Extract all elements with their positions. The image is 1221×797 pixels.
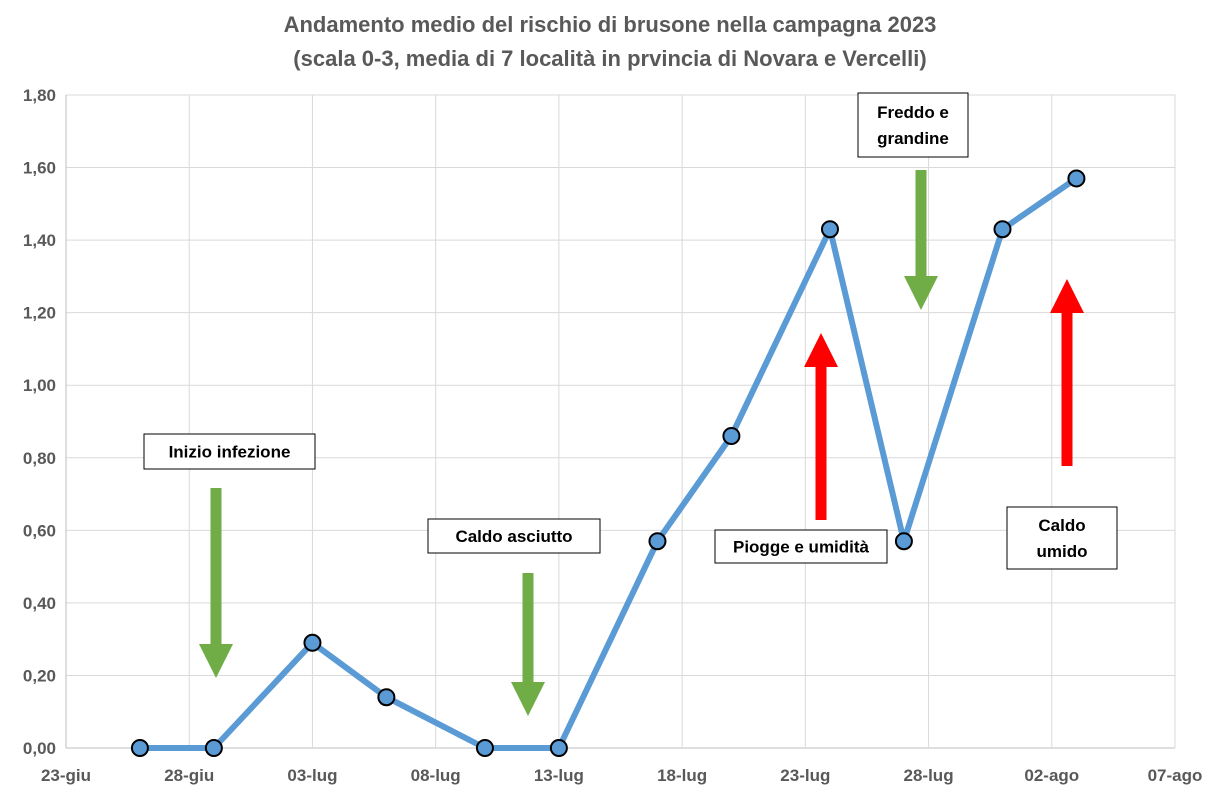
x-tick-label: 13-lug — [534, 766, 584, 785]
annotation-label: umido — [1037, 542, 1088, 561]
annotation-box — [857, 92, 969, 158]
x-tick-label: 02-ago — [1024, 766, 1079, 785]
chart-subtitle: (scala 0-3, media di 7 località in prvin… — [293, 46, 926, 71]
y-tick-label: 1,60 — [23, 159, 56, 178]
x-tick-label: 08-lug — [411, 766, 461, 785]
data-point — [204, 739, 223, 757]
arrow-down-icon — [904, 170, 938, 310]
y-tick-label: 1,40 — [23, 231, 56, 250]
annotation-label: Caldo — [1038, 516, 1085, 535]
x-tick-label: 23-giu — [41, 766, 91, 785]
data-point — [648, 532, 667, 551]
y-tick-label: 0,60 — [23, 521, 56, 540]
arrow-down-icon — [199, 488, 233, 678]
annotation-box — [143, 433, 316, 470]
chart-title: Andamento medio del rischio di brusone n… — [284, 12, 937, 37]
arrow-up-icon — [1050, 279, 1084, 466]
data-point — [722, 427, 741, 446]
annotation-label: grandine — [877, 129, 949, 148]
axis-layer: 0,00 0,20 0,40 0,60 0,80 1,00 1,20 1,40 1,60 1,80… — [23, 86, 1202, 785]
grid-layer — [65, 94, 1176, 749]
data-point — [549, 739, 568, 757]
x-tick-label: 28-lug — [904, 766, 954, 785]
y-tick-label: 0,40 — [23, 594, 56, 613]
x-tick-label: 18-lug — [657, 766, 707, 785]
series-layer — [130, 169, 1086, 757]
annotation-label: Freddo e — [877, 103, 949, 122]
arrow-up-icon — [804, 333, 838, 520]
x-tick-label: 23-lug — [780, 766, 830, 785]
data-point — [377, 688, 396, 707]
annotation-label: Caldo asciutto — [455, 527, 572, 546]
data-point — [475, 739, 494, 757]
data-point — [303, 633, 322, 652]
x-tick-label: 28-giu — [164, 766, 214, 785]
data-point — [820, 220, 839, 239]
y-tick-label: 1,80 — [23, 86, 56, 105]
data-point — [894, 532, 913, 551]
annotation-label: Piogge e umidità — [733, 538, 870, 557]
annotation-label: Inizio infezione — [169, 443, 291, 462]
annotation-box — [1006, 506, 1118, 570]
x-tick-label: 07-ago — [1148, 766, 1203, 785]
arrow-down-icon — [511, 573, 545, 716]
y-tick-label: 0,00 — [23, 739, 56, 758]
data-point — [993, 220, 1012, 239]
data-point — [1067, 169, 1086, 188]
series-line — [139, 175, 1079, 751]
y-tick-label: 0,80 — [23, 449, 56, 468]
y-tick-label: 0,20 — [23, 666, 56, 685]
x-tick-label: 03-lug — [287, 766, 337, 785]
annotation-box — [427, 518, 601, 554]
data-point — [130, 739, 149, 757]
y-tick-label: 1,20 — [23, 304, 56, 323]
annotation-box — [714, 529, 888, 564]
y-tick-label: 1,00 — [23, 376, 56, 395]
annotation-layer: Inizio infezione Caldo asciutto Piogge e u… — [143, 92, 1118, 716]
